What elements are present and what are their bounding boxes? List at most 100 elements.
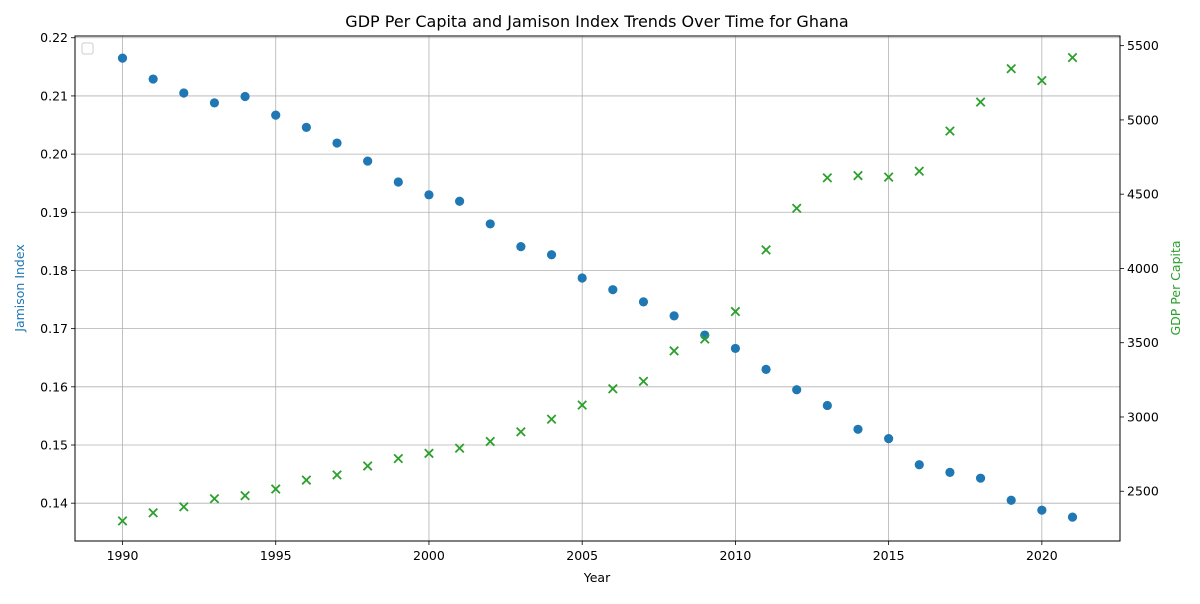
jamison-point bbox=[1006, 495, 1016, 505]
jamison-point bbox=[1037, 505, 1047, 515]
legend-box bbox=[81, 42, 94, 55]
jamison-point bbox=[332, 138, 342, 148]
gdp-point bbox=[393, 453, 404, 464]
gdp-point-stroke bbox=[209, 493, 220, 504]
jamison-point bbox=[945, 467, 955, 477]
gdp-point bbox=[178, 502, 189, 512]
gdp-point bbox=[1067, 52, 1078, 63]
y-left-tick-label: 0.14 bbox=[40, 496, 68, 511]
gdp-point-stroke bbox=[362, 461, 373, 471]
gdp-point bbox=[117, 516, 128, 526]
x-tick-label: 2015 bbox=[873, 548, 905, 563]
gdp-point bbox=[301, 475, 312, 485]
jamison-point bbox=[148, 74, 158, 84]
gdp-point bbox=[914, 166, 925, 176]
jamison-point bbox=[914, 460, 924, 470]
x-tick-label: 2000 bbox=[413, 548, 445, 563]
jamison-point bbox=[393, 177, 403, 187]
gdp-point-stroke bbox=[791, 203, 802, 214]
gdp-point bbox=[761, 245, 771, 255]
y-left-tick-label: 0.20 bbox=[40, 147, 68, 162]
y-right-tick-label: 2500 bbox=[1127, 484, 1159, 499]
x-tick-label: 2005 bbox=[566, 548, 598, 563]
gdp-point-stroke bbox=[117, 516, 128, 526]
jamison-point bbox=[271, 110, 281, 120]
gdp-point bbox=[1037, 75, 1047, 86]
gdp-point-stroke bbox=[301, 475, 312, 485]
gdp-point-stroke bbox=[699, 334, 710, 344]
gdp-point-stroke bbox=[669, 346, 679, 356]
gdp-point-stroke bbox=[638, 376, 649, 387]
gdp-point-stroke bbox=[1006, 63, 1017, 74]
jamison-point bbox=[485, 219, 495, 229]
jamison-point bbox=[638, 297, 649, 307]
gdp-point bbox=[853, 170, 863, 181]
chart-title: GDP Per Capita and Jamison Index Trends … bbox=[345, 12, 848, 31]
y-left-tick-label: 0.16 bbox=[40, 379, 68, 394]
y-axis-right-label: GDP Per Capita bbox=[1168, 240, 1183, 335]
gdp-point bbox=[945, 126, 955, 136]
marks-layer bbox=[117, 52, 1078, 526]
gdp-point-stroke bbox=[516, 426, 526, 437]
gdp-point-stroke bbox=[148, 507, 158, 518]
y-left-tick-label: 0.19 bbox=[40, 205, 68, 220]
jamison-point bbox=[1067, 512, 1078, 522]
gdp-point-stroke bbox=[945, 126, 955, 136]
y-left-tick-label: 0.15 bbox=[40, 438, 68, 453]
jamison-point bbox=[301, 122, 311, 132]
gdp-point-stroke bbox=[822, 173, 833, 183]
y-right-tick-label: 4000 bbox=[1127, 261, 1159, 276]
jamison-point bbox=[424, 190, 434, 200]
jamison-point bbox=[546, 250, 557, 260]
gdp-point bbox=[454, 443, 465, 454]
jamison-point bbox=[117, 53, 128, 63]
y-right-tick-label: 3500 bbox=[1127, 335, 1159, 350]
gdp-point-stroke bbox=[577, 400, 588, 410]
jamison-point bbox=[516, 242, 526, 252]
jamison-point bbox=[792, 385, 802, 395]
gdp-point-stroke bbox=[546, 414, 557, 425]
gdp-point bbox=[883, 172, 894, 182]
x-tick-label: 2020 bbox=[1026, 548, 1058, 563]
gdp-point bbox=[669, 346, 679, 356]
gdp-point-stroke bbox=[1067, 52, 1078, 63]
gdp-point bbox=[699, 334, 710, 344]
gdp-point bbox=[362, 461, 373, 471]
jamison-point bbox=[822, 400, 832, 411]
y-left-tick-label: 0.21 bbox=[40, 88, 68, 103]
gdp-point-stroke bbox=[270, 484, 281, 494]
gdp-point bbox=[607, 383, 618, 394]
gdp-point bbox=[209, 493, 220, 504]
jamison-point bbox=[669, 311, 679, 321]
gdp-point-stroke bbox=[332, 470, 342, 480]
gdp-point bbox=[240, 490, 250, 501]
y-right-tick-label: 3000 bbox=[1127, 409, 1159, 424]
gdp-point bbox=[270, 484, 281, 494]
jamison-point bbox=[454, 196, 465, 206]
y-right-tick-label: 5000 bbox=[1127, 112, 1159, 127]
x-tick-label: 2010 bbox=[719, 548, 751, 563]
y-left-tick-label: 0.18 bbox=[40, 263, 68, 278]
plot-frame bbox=[74, 35, 1121, 542]
gdp-point-stroke bbox=[240, 490, 250, 501]
jamison-point bbox=[730, 343, 741, 354]
jamison-point bbox=[608, 285, 618, 295]
y-left-tick-label: 0.22 bbox=[40, 30, 68, 45]
axes-layer: 1990 1995 2000 2005 2010 2015 2020 0.14 0.15 0.16… bbox=[40, 30, 1159, 563]
gdp-point-stroke bbox=[883, 172, 894, 182]
gdp-point bbox=[516, 426, 526, 437]
gdp-point-stroke bbox=[454, 443, 465, 454]
gdp-point-stroke bbox=[975, 97, 986, 107]
jamison-point bbox=[853, 424, 863, 434]
jamison-point bbox=[761, 364, 771, 374]
jamison-point bbox=[577, 273, 587, 283]
gdp-point bbox=[485, 436, 496, 447]
gdp-point bbox=[822, 173, 833, 183]
jamison-point bbox=[884, 434, 894, 444]
gdp-point-stroke bbox=[853, 170, 863, 181]
gdp-point bbox=[791, 203, 802, 214]
gdp-point-stroke bbox=[607, 383, 618, 394]
gdp-point bbox=[148, 507, 158, 518]
gdp-point bbox=[1006, 63, 1017, 74]
gdp-point-stroke bbox=[1037, 75, 1047, 86]
